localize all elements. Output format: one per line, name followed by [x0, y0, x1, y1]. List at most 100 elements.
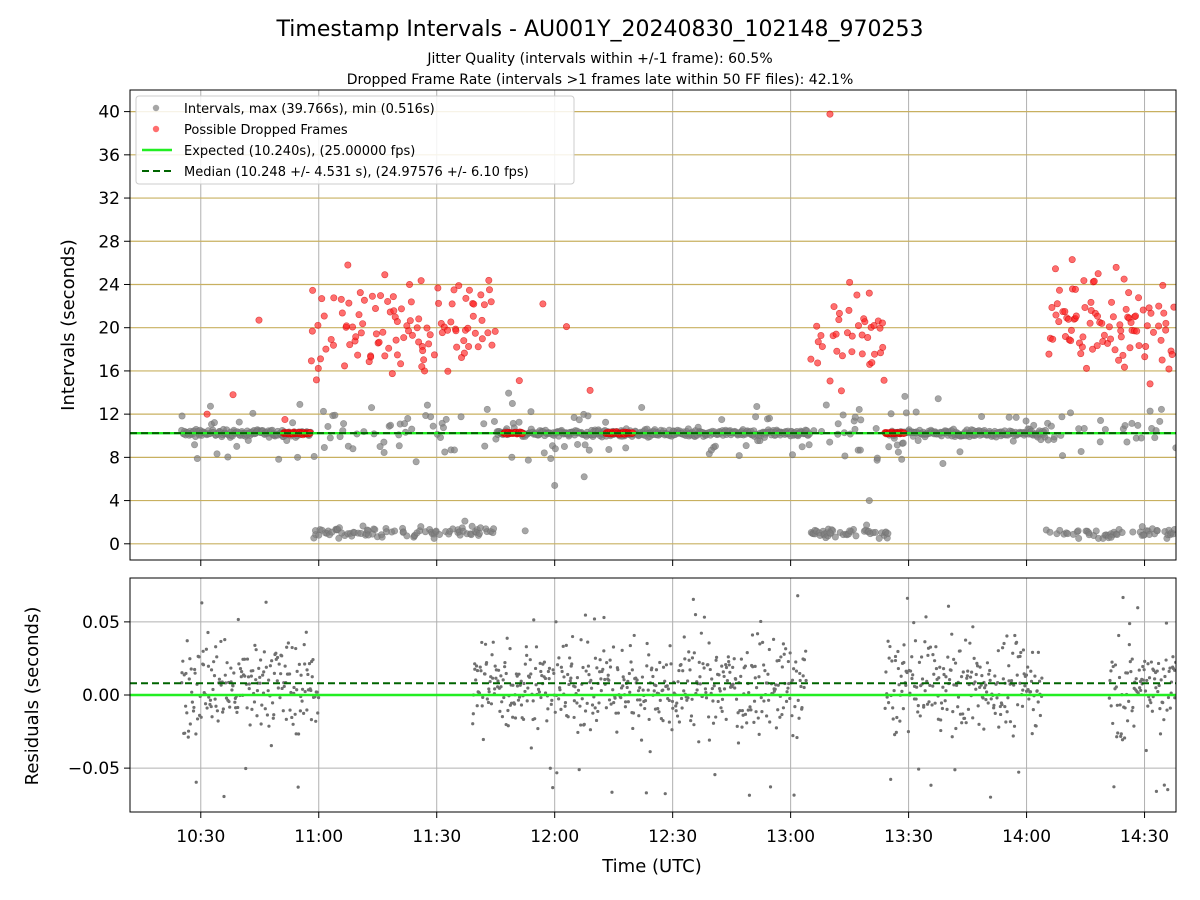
interval-point: [887, 410, 895, 418]
residual-point: [612, 701, 616, 705]
residual-point: [794, 669, 799, 673]
interval-point: [283, 437, 291, 445]
residual-point: [264, 600, 268, 604]
interval-point: [368, 530, 376, 538]
dropped-frame-point: [1077, 350, 1085, 358]
residual-point: [1164, 658, 1168, 662]
residual-point: [714, 655, 719, 659]
residual-point: [763, 668, 767, 673]
residual-point: [623, 705, 628, 709]
residual-point: [183, 731, 187, 735]
residual-point: [214, 704, 218, 708]
residual-point: [905, 670, 909, 675]
residual-point: [790, 714, 794, 718]
residual-point: [784, 699, 789, 703]
residual-point: [708, 667, 712, 672]
dropped-frame-point: [1098, 319, 1106, 327]
residual-point: [946, 655, 950, 659]
residual-point: [517, 672, 521, 676]
residual-point: [771, 637, 776, 641]
residual-point: [677, 720, 682, 724]
residual-point: [237, 662, 241, 666]
residual-point: [631, 726, 635, 731]
residual-point: [607, 678, 611, 682]
residual-point: [1166, 788, 1170, 792]
residual-point: [1024, 673, 1029, 677]
interval-point: [574, 440, 582, 448]
interval-point: [490, 417, 498, 425]
residual-point: [603, 677, 607, 682]
residual-point: [901, 707, 905, 711]
residual-point: [917, 767, 921, 771]
residual-point: [801, 674, 805, 678]
dropped-frame-point: [465, 343, 473, 351]
chart-title: Timestamp Intervals - AU001Y_20240830_10…: [276, 17, 924, 42]
dropped-frame-point: [868, 359, 876, 367]
residual-point: [781, 706, 786, 710]
residual-point: [638, 686, 642, 690]
dropped-frame-point: [381, 271, 389, 279]
residual-point: [934, 666, 939, 671]
residual-point: [1007, 664, 1011, 668]
residual-point: [795, 735, 799, 740]
residual-point: [972, 656, 976, 661]
residual-point: [756, 716, 760, 720]
residual-point: [962, 716, 967, 720]
residual-point: [931, 653, 935, 657]
interval-point: [834, 420, 842, 428]
interval-point: [408, 425, 416, 433]
residual-point: [740, 725, 744, 729]
dropped-frame-point: [1146, 380, 1154, 388]
dropped-frame-point: [453, 343, 461, 351]
residual-point: [223, 638, 227, 642]
residual-point: [922, 703, 926, 708]
dropped-frame-point: [1117, 327, 1125, 335]
residual-point: [984, 683, 988, 687]
residual-point: [1171, 655, 1175, 659]
residual-point: [1040, 676, 1044, 680]
residual-point: [995, 696, 999, 700]
residual-point: [291, 722, 295, 726]
residual-point: [800, 706, 804, 710]
dropped-frame-point: [450, 286, 458, 294]
interval-point: [481, 442, 489, 450]
residual-point: [956, 705, 960, 709]
residual-point: [885, 695, 889, 699]
interval-point: [1137, 434, 1145, 442]
dropped-frame-point: [1116, 321, 1124, 329]
dropped-frame-point: [1170, 303, 1176, 311]
interval-point: [765, 414, 773, 422]
interval-point: [1092, 527, 1100, 535]
residual-point: [716, 699, 720, 704]
dropped-frame-point: [1051, 265, 1059, 273]
residual-point: [629, 660, 633, 664]
dropped-frame-point: [1045, 350, 1053, 358]
interval-point: [461, 517, 469, 525]
residual-point: [960, 721, 964, 725]
dropped-frame-point: [814, 338, 822, 346]
residual-point: [985, 661, 990, 665]
residual-point: [294, 732, 298, 736]
residual-point: [717, 686, 722, 691]
dropped-frame-point: [1067, 326, 1075, 334]
residual-point: [939, 718, 943, 722]
residual-point: [245, 657, 250, 661]
residual-point: [285, 645, 289, 649]
residual-point: [687, 650, 691, 654]
residual-point: [1023, 684, 1027, 688]
residual-point: [784, 647, 788, 651]
residual-point: [727, 663, 731, 667]
residual-point: [200, 601, 204, 605]
residual-point: [289, 690, 293, 695]
interval-point: [490, 525, 498, 533]
residual-point: [1162, 783, 1166, 787]
dropped-frame-point: [426, 331, 434, 339]
residual-point: [743, 712, 748, 716]
residual-point: [1118, 703, 1122, 707]
residual-point: [1016, 703, 1020, 707]
residual-point: [497, 668, 501, 672]
residual-point: [300, 699, 304, 703]
residual-point: [1019, 650, 1023, 655]
residual-point: [290, 645, 294, 650]
interval-point: [1101, 426, 1109, 434]
